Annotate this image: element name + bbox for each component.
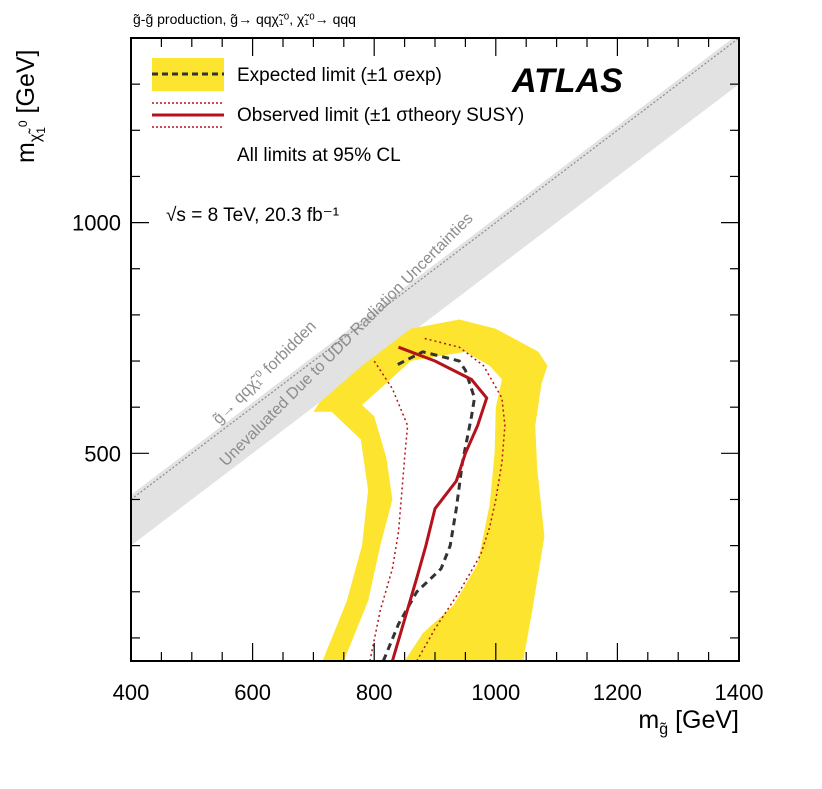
x-axis-ticks bbox=[130, 38, 740, 661]
x-tick-label: 400 bbox=[113, 680, 150, 705]
expected-limit-line bbox=[381, 350, 477, 661]
chart-subtitle: g̃-g̃ production, g̃→ qqχ̃₁⁰, χ̃₁⁰→ qqq bbox=[133, 11, 356, 27]
legend: Expected limit (±1 σexp) Observed limit … bbox=[152, 58, 524, 166]
x-tick-label: 600 bbox=[234, 680, 271, 705]
energy-lumi-label: √s = 8 TeV, 20.3 fb⁻¹ bbox=[166, 205, 339, 226]
observed-limit-minus-theory-line bbox=[369, 360, 409, 661]
legend-observed-label: Observed limit (±1 σtheory SUSY) bbox=[237, 105, 524, 126]
legend-expected-label: Expected limit (±1 σexp) bbox=[237, 65, 442, 86]
y-tick-label: 1000 bbox=[72, 211, 121, 236]
observed-limit-plus-theory-line bbox=[416, 337, 506, 661]
y-axis-title: mχ̃10 [GeV] bbox=[12, 50, 48, 163]
x-tick-label: 800 bbox=[356, 680, 393, 705]
y-axis-ticks bbox=[131, 83, 739, 639]
y-tick-label: 500 bbox=[84, 441, 121, 466]
observed-limit-line bbox=[390, 345, 489, 661]
legend-cl-note: All limits at 95% CL bbox=[237, 145, 401, 166]
x-tick-label: 1400 bbox=[715, 680, 764, 705]
atlas-label: ATLAS bbox=[511, 62, 623, 100]
x-tick-label: 1200 bbox=[593, 680, 642, 705]
forbidden-line bbox=[131, 38, 739, 500]
x-axis-title: mg̃ [GeV] bbox=[638, 706, 739, 738]
unevaluated-band bbox=[131, 38, 739, 546]
expected-limit-yellow-band bbox=[313, 319, 548, 661]
y-axis-tick-labels: 500 1000 bbox=[72, 211, 121, 467]
x-tick-label: 1000 bbox=[471, 680, 520, 705]
x-axis-tick-labels: 400 600 800 1000 1200 1400 bbox=[113, 680, 764, 705]
